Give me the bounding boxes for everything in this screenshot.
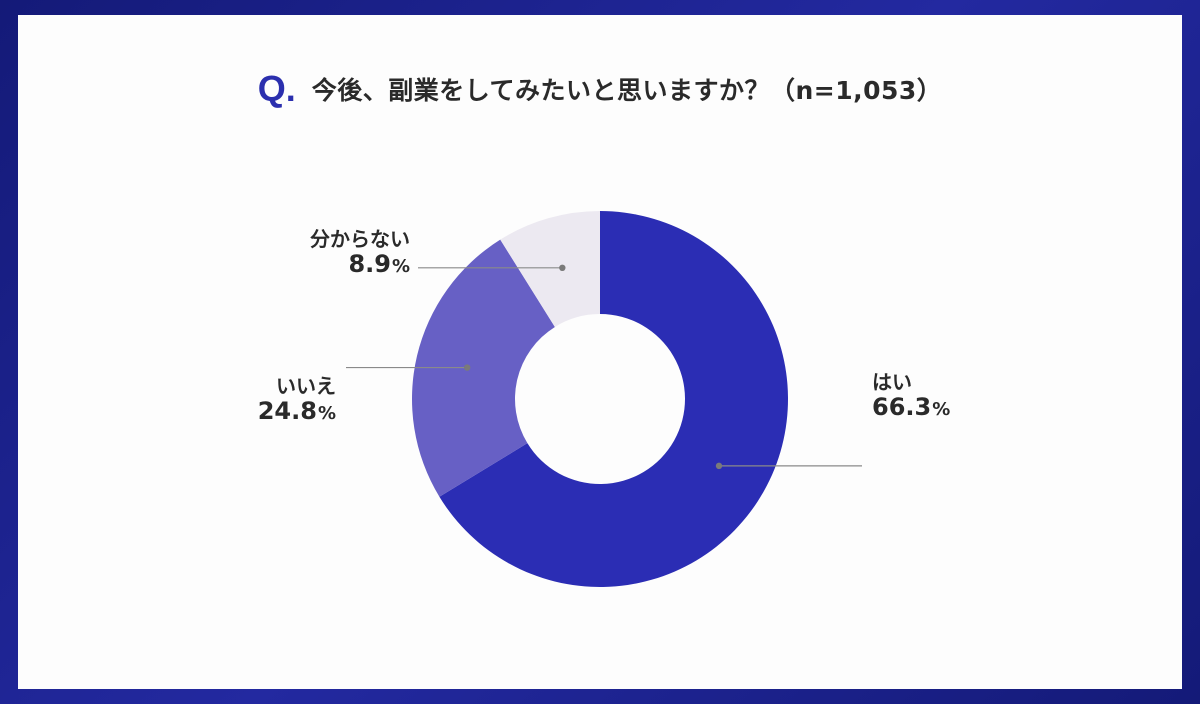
label-no: いいえ 24.8%	[258, 375, 336, 426]
slice-no	[412, 239, 555, 497]
donut-slices	[412, 211, 789, 587]
leader-unknown-dot	[559, 264, 566, 272]
slice-unknown	[500, 211, 600, 327]
label-yes-value: 66.3%	[872, 393, 951, 421]
slice-yes	[439, 211, 789, 587]
label-unknown-value: 8.9%	[348, 250, 410, 278]
leader-no-dot	[463, 364, 471, 371]
label-no-value: 24.8%	[257, 397, 336, 425]
leader-yes-dot	[715, 462, 723, 470]
leader-lines	[346, 264, 862, 470]
label-yes: はい 66.3%	[872, 371, 950, 422]
question-text: 今後、副業をしてみたいと思いますか？（n=1,053）	[311, 76, 943, 105]
label-unknown-category: 分からない	[310, 227, 410, 251]
label-unknown: 分からない 8.9%	[310, 228, 410, 279]
label-yes-category: はい	[872, 370, 912, 394]
question-prefix: Q.	[257, 68, 296, 109]
label-no-category: いいえ	[276, 374, 336, 398]
question-title: Q. 今後、副業をしてみたいと思いますか？（n=1,053）	[0, 68, 1200, 110]
